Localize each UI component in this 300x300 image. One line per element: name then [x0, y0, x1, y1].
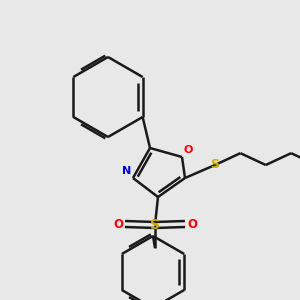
- Text: S: S: [150, 218, 160, 232]
- Text: O: O: [184, 145, 194, 155]
- Text: S: S: [211, 158, 220, 172]
- Text: O: O: [187, 218, 197, 230]
- Text: N: N: [122, 166, 131, 176]
- Text: O: O: [113, 218, 123, 230]
